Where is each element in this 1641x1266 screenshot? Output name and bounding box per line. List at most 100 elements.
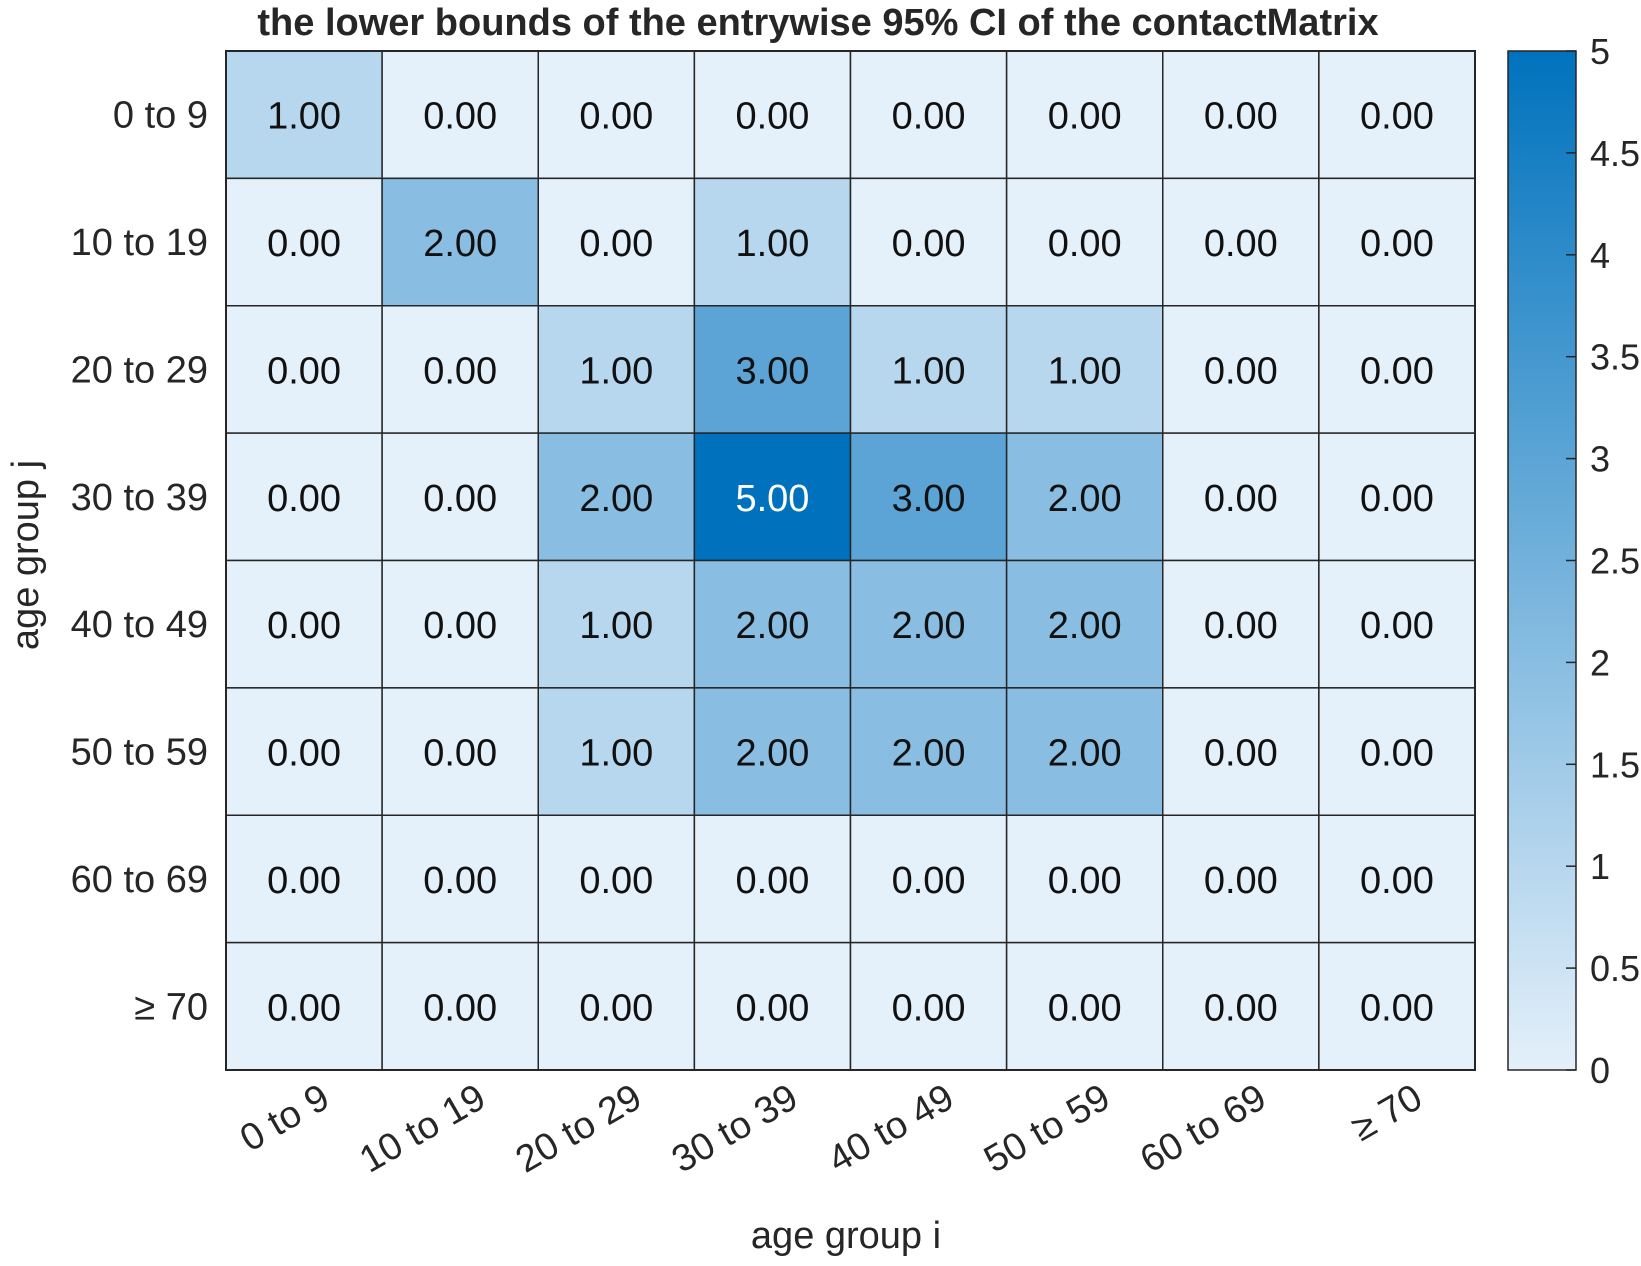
heatmap-cell	[225, 305, 383, 434]
cell-value-label: 0.00	[1204, 987, 1278, 1029]
x-tick-labels: 0 to 9 10 to 19 20 to 29 30 to 39 40 to 49 50…	[233, 1076, 1429, 1181]
cell-value-label: 0.00	[579, 223, 653, 265]
cell-value-label: 2.00	[579, 478, 653, 520]
cell-value-label: 0.00	[1360, 223, 1434, 265]
heatmap-cell	[225, 814, 383, 944]
heatmap-cell	[849, 814, 1008, 944]
chart-title: the lower bounds of the entrywise 95% CI…	[257, 2, 1378, 44]
heatmap-cell	[849, 559, 1008, 689]
heatmap-cell	[537, 559, 696, 689]
heatmap-cell	[1318, 559, 1476, 689]
cell-value-label: 2.00	[1048, 605, 1122, 647]
y-tick-label: 10 to 19	[71, 222, 208, 264]
heatmap-cell	[1318, 687, 1476, 816]
cell-value-label: 1.00	[579, 733, 653, 775]
heatmap-cell	[1318, 941, 1476, 1071]
cell-value-label: 0.00	[579, 96, 653, 138]
cell-value-label: 0.00	[1048, 96, 1122, 138]
heatmap-cell	[1318, 50, 1476, 180]
cell-value-label: 1.00	[579, 350, 653, 392]
y-tick-label: 40 to 49	[71, 604, 208, 646]
heatmap-cell	[693, 432, 852, 562]
cell-value-label: 0.00	[423, 860, 497, 902]
cell-value-label: 0.00	[1048, 987, 1122, 1029]
heatmap-cell	[381, 687, 539, 816]
colorbar-tick-label: 2.5	[1590, 541, 1640, 582]
heatmap-cell	[693, 305, 852, 434]
heatmap-cell	[381, 177, 539, 307]
colorbar-tick-label: 0	[1590, 1050, 1610, 1091]
y-tick-label: 50 to 59	[71, 732, 208, 774]
heatmap-cells: 1.00 0.00 0.00 0.00 0.00 0.00 0.00 0.00 0.00 2.00…	[225, 50, 1476, 1071]
cell-value-label: 0.00	[735, 860, 809, 902]
heatmap-cell	[693, 50, 852, 180]
cell-value-label: 3.00	[892, 478, 966, 520]
cell-value-label: 0.00	[267, 605, 341, 647]
cell-value-label: 2.00	[892, 733, 966, 775]
heatmap-cell	[225, 432, 383, 562]
colorbar-gradient	[1507, 50, 1577, 1071]
heatmap-cell	[537, 687, 696, 816]
x-tick-label: 0 to 9	[233, 1076, 336, 1160]
colorbar-tick-label: 3	[1590, 439, 1610, 480]
heatmap-cell	[537, 814, 696, 944]
cell-value-label: 0.00	[1204, 860, 1278, 902]
cell-value-label: 0.00	[892, 96, 966, 138]
cell-value-label: 0.00	[1360, 733, 1434, 775]
cell-value-label: 0.00	[1204, 733, 1278, 775]
colorbar-tick-label: 0.5	[1590, 948, 1640, 989]
y-tick-labels: 0 to 9 10 to 19 20 to 29 30 to 39 40 to 49 50…	[71, 95, 208, 1029]
cell-value-label: 2.00	[892, 605, 966, 647]
heatmap-cell	[1318, 177, 1476, 307]
colorbar: 0 0.5 1 1.5 2 2.5 3 3.5 4 4.5 5	[1507, 31, 1640, 1091]
heatmap-cell	[1005, 687, 1164, 816]
heatmap-cell	[693, 559, 852, 689]
cell-value-label: 0.00	[423, 350, 497, 392]
cell-value-label: 0.00	[1048, 223, 1122, 265]
cell-value-label: 2.00	[1048, 478, 1122, 520]
cell-value-label: 1.00	[1048, 350, 1122, 392]
cell-value-label: 1.00	[579, 605, 653, 647]
heatmap-cell	[381, 305, 539, 434]
cell-value-label: 2.00	[1048, 733, 1122, 775]
cell-value-label: 0.00	[1204, 350, 1278, 392]
cell-value-label: 0.00	[579, 987, 653, 1029]
cell-value-label: 0.00	[423, 478, 497, 520]
x-tick-label: 30 to 39	[665, 1076, 805, 1181]
x-tick-label: 10 to 19	[353, 1076, 493, 1181]
heatmap-cell	[849, 50, 1008, 180]
x-tick-label: 50 to 59	[977, 1076, 1117, 1181]
heatmap-cell	[849, 941, 1008, 1071]
heatmap-cell	[849, 305, 1008, 434]
heatmap-cell	[849, 177, 1008, 307]
heatmap-cell	[1318, 814, 1476, 944]
cell-value-label: 0.00	[1360, 478, 1434, 520]
heatmap-cell	[537, 432, 696, 562]
heatmap-cell	[693, 177, 852, 307]
cell-value-label: 0.00	[735, 96, 809, 138]
cell-value-label: 1.00	[267, 96, 341, 138]
cell-value-label: 0.00	[267, 350, 341, 392]
cell-value-label: 0.00	[1360, 96, 1434, 138]
x-tick-label: 60 to 69	[1133, 1076, 1273, 1181]
y-tick-label: 0 to 9	[113, 95, 208, 137]
cell-value-label: 3.00	[735, 350, 809, 392]
y-tick-label: ≥ 70	[134, 986, 208, 1028]
heatmap-cell	[1005, 559, 1164, 689]
heatmap-cell	[849, 687, 1008, 816]
colorbar-tick-label: 4.5	[1590, 133, 1640, 174]
cell-value-label: 0.00	[1204, 605, 1278, 647]
cell-value-label: 0.00	[423, 987, 497, 1029]
cell-value-label: 2.00	[735, 733, 809, 775]
cell-value-label: 0.00	[267, 987, 341, 1029]
cell-value-label: 0.00	[423, 605, 497, 647]
x-tick-label: ≥ 70	[1345, 1076, 1430, 1149]
cell-value-label: 1.00	[735, 223, 809, 265]
cell-value-label: 2.00	[423, 223, 497, 265]
heatmap-frame	[225, 50, 1476, 1071]
cell-value-label: 0.00	[1204, 96, 1278, 138]
heatmap-cell	[537, 941, 696, 1071]
cell-value-label: 0.00	[267, 860, 341, 902]
colorbar-tick-label: 1.5	[1590, 744, 1640, 785]
colorbar-tick-label: 4	[1590, 235, 1610, 276]
